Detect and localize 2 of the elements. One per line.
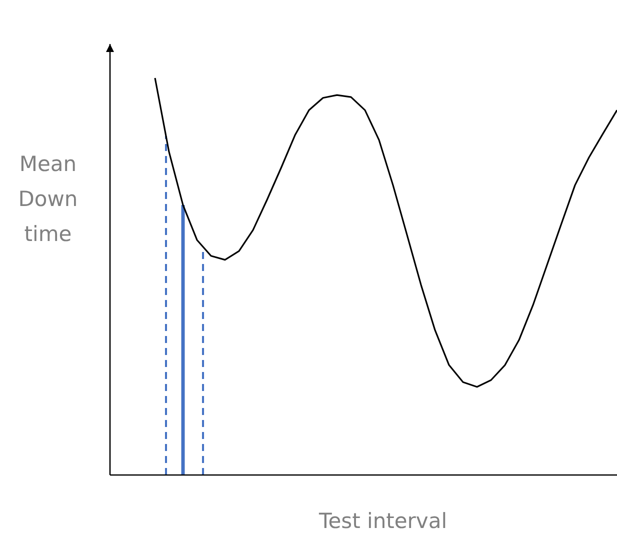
y-axis-title: Mean Down time: [18, 152, 78, 246]
x-axis-title: Test interval: [318, 509, 448, 533]
